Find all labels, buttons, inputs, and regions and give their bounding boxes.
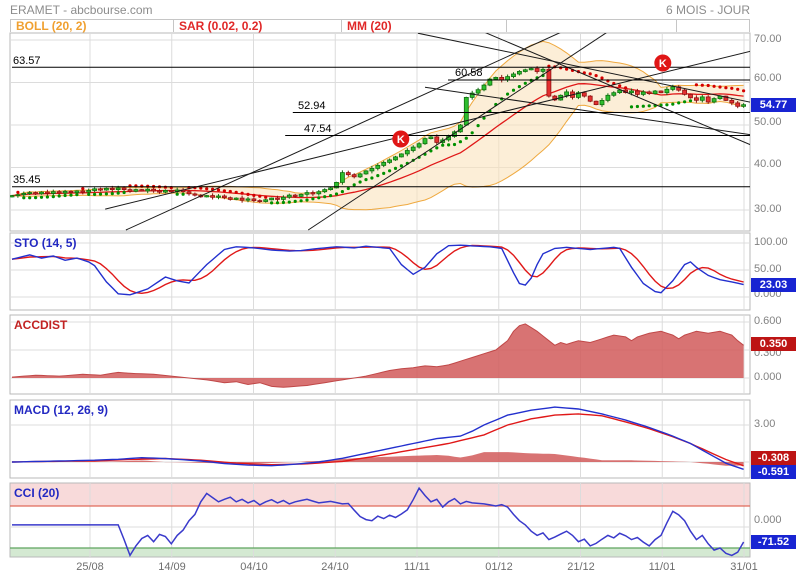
date-label: 14/09 bbox=[158, 561, 186, 573]
price-axis-tick: 30.00 bbox=[754, 203, 782, 215]
sto-panel-label: STO (14, 5) bbox=[14, 236, 77, 250]
macd-panel-label: MACD (12, 26, 9) bbox=[14, 403, 109, 417]
svg-text:K: K bbox=[397, 134, 405, 146]
sto-value-badge: 23.03 bbox=[751, 278, 796, 292]
accdist-axis-tick: 0.600 bbox=[754, 315, 782, 327]
price-axis-tick: 50.00 bbox=[754, 116, 782, 128]
price-level-label: 35.45 bbox=[13, 174, 41, 186]
sto-axis-tick: 100.00 bbox=[754, 236, 788, 248]
date-label: 25/08 bbox=[76, 561, 104, 573]
date-label: 11/01 bbox=[648, 561, 676, 573]
date-label: 11/11 bbox=[404, 561, 430, 573]
accdist-panel-label: ACCDIST bbox=[14, 318, 68, 332]
svg-text:K: K bbox=[659, 58, 667, 70]
macd-signal-badge: -0.308 bbox=[751, 451, 796, 465]
cci-value-badge: -71.52 bbox=[751, 535, 796, 549]
accdist-value-badge: 0.350 bbox=[751, 337, 796, 351]
overlay-legend-row: BOLL (20, 2) SAR (0.02, 0.2) MM (20) bbox=[10, 19, 750, 32]
price-level-label: 52.94 bbox=[298, 100, 326, 112]
macd-axis-tick: 3.00 bbox=[754, 418, 776, 430]
cci-panel-label: CCI (20) bbox=[14, 486, 60, 500]
cci-axis-tick: 0.000 bbox=[754, 514, 782, 526]
period-interval-label: 6 MOIS - JOUR bbox=[665, 3, 750, 17]
legend-empty-cell-1 bbox=[507, 20, 677, 32]
price-level-label: 63.57 bbox=[13, 55, 41, 67]
legend-sar: SAR (0.02, 0.2) bbox=[174, 20, 342, 32]
date-label: 01/12 bbox=[485, 561, 513, 573]
macd-value-badge: -0.591 bbox=[751, 465, 796, 479]
price-axis-tick: 70.00 bbox=[754, 33, 782, 45]
chart-title: ERAMET - abcbourse.com bbox=[10, 3, 153, 17]
date-label: 04/10 bbox=[240, 561, 268, 573]
price-axis-tick: 60.00 bbox=[754, 72, 782, 84]
price-axis-tick: 40.00 bbox=[754, 158, 782, 170]
legend-moving-average: MM (20) bbox=[342, 20, 507, 32]
accdist-axis-tick: 0.000 bbox=[754, 371, 782, 383]
last-price-badge: 54.77 bbox=[751, 98, 796, 112]
price-level-label: 47.54 bbox=[304, 123, 332, 135]
date-label: 31/01 bbox=[730, 561, 758, 573]
sto-axis-tick: 50.00 bbox=[754, 263, 782, 275]
date-label: 24/10 bbox=[321, 561, 349, 573]
legend-bollinger: BOLL (20, 2) bbox=[11, 20, 174, 32]
price-level-label: 60.58 bbox=[455, 67, 483, 79]
date-label: 21/12 bbox=[567, 561, 595, 573]
